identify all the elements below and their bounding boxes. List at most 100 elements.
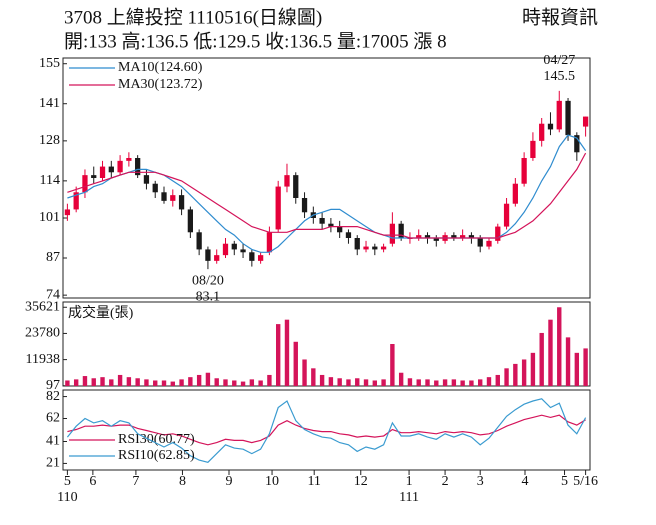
candle-body <box>530 140 536 158</box>
candle-body <box>108 166 114 173</box>
x-tick-label: 5/16 <box>573 474 598 489</box>
x-tick-label: 12 <box>354 474 368 489</box>
y-tick-label: 114 <box>40 173 60 188</box>
volume-bar <box>214 378 219 386</box>
series-line <box>67 414 586 446</box>
y-tick-label: 41 <box>46 434 60 449</box>
volume-bar <box>557 307 562 386</box>
volume-bar <box>109 379 114 386</box>
candle-body <box>126 158 132 161</box>
x-tick-label: 2 <box>442 474 449 489</box>
volume-bar <box>355 378 360 386</box>
candle-body <box>99 166 106 178</box>
candle-body <box>328 223 334 227</box>
candle-body <box>73 192 79 210</box>
candle-body <box>380 246 387 250</box>
volume-bar <box>65 380 70 386</box>
candle-body <box>424 235 431 238</box>
volume-bar <box>346 379 351 386</box>
volume-bar <box>153 380 158 386</box>
volume-bar <box>240 381 246 386</box>
volume-bar <box>451 379 457 386</box>
candle-body <box>477 238 483 247</box>
volume-bar <box>495 374 500 386</box>
x-tick-label: 7 <box>132 474 139 489</box>
y-tick-label: 141 <box>39 96 60 111</box>
candle-body <box>293 175 299 198</box>
annotation-label: 08/20 <box>192 273 224 288</box>
volume-bar <box>196 374 202 386</box>
candle-body <box>161 192 167 201</box>
legend-label: RSI10(62.85) <box>118 448 195 463</box>
volume-bar <box>302 359 307 386</box>
volume-bar <box>117 374 123 386</box>
volume-bar <box>144 379 149 386</box>
x-tick-label: 6 <box>89 474 96 489</box>
volume-bar <box>363 379 369 386</box>
candle-body <box>170 195 176 201</box>
volume-bar <box>486 377 492 386</box>
volume-bar <box>407 378 413 386</box>
candle-body <box>451 235 457 238</box>
volume-bar <box>337 378 342 386</box>
candle-body <box>301 198 308 213</box>
candle-body <box>117 160 123 173</box>
candle-body <box>354 238 360 250</box>
candle-body <box>143 175 150 184</box>
volume-bar <box>390 344 395 386</box>
volume-bar <box>513 363 518 386</box>
y-tick-label: 35621 <box>25 299 60 314</box>
candle-body <box>574 135 580 153</box>
y-tick-label: 128 <box>39 133 60 148</box>
candle-body <box>152 183 158 193</box>
year-label: 111 <box>399 490 419 505</box>
candle-body <box>468 235 475 238</box>
volume-bar <box>73 379 79 386</box>
candle-body <box>284 175 290 187</box>
candle-body <box>416 235 422 238</box>
candle-body <box>521 158 527 184</box>
x-tick-label: 11 <box>307 474 320 489</box>
legend-label: MA10(124.60) <box>118 60 203 75</box>
candle-body <box>433 238 439 241</box>
series-line <box>66 398 587 463</box>
legend-label: RSI30(60.77) <box>118 432 195 447</box>
volume-bar <box>100 377 105 386</box>
y-tick-label: 62 <box>46 411 60 426</box>
candle-body <box>205 249 211 261</box>
candle-body <box>187 209 193 233</box>
x-tick-label: 9 <box>226 474 233 489</box>
annotation-label: 04/27 <box>543 53 575 68</box>
volume-bar <box>188 377 193 386</box>
candle-body <box>231 243 237 250</box>
x-tick-label: 3 <box>477 474 484 489</box>
chart-title: 3708 上緯投控 1110516(日線圖) <box>64 6 322 28</box>
y-tick-label: 23780 <box>25 326 60 341</box>
volume-bar <box>381 379 386 386</box>
source: 時報資訊 <box>522 6 598 28</box>
x-tick-label: 8 <box>179 474 186 489</box>
volume-bar <box>434 380 439 386</box>
volume-bar <box>267 374 272 386</box>
y-tick-label: 74 <box>46 287 60 302</box>
volume-bar <box>521 359 527 386</box>
candle-body <box>503 203 510 227</box>
y-tick-label: 87 <box>46 250 60 265</box>
volume-bar <box>548 319 553 386</box>
candle-body <box>556 100 562 130</box>
volume-bar <box>91 378 96 386</box>
candle-body <box>257 255 264 261</box>
volume-bar <box>161 380 167 386</box>
volume-bar <box>249 379 255 386</box>
y-tick-label: 101 <box>39 210 60 225</box>
candle-body <box>135 158 141 176</box>
volume-bar <box>504 368 509 386</box>
panel-frame <box>62 389 591 471</box>
candle-body <box>460 235 466 238</box>
x-tick-label: 5 <box>561 474 568 489</box>
x-tick-label: 1 <box>406 474 413 489</box>
legend-label: MA30(123.72) <box>118 77 203 92</box>
volume-bar <box>258 380 263 386</box>
volume-bar <box>469 380 474 386</box>
